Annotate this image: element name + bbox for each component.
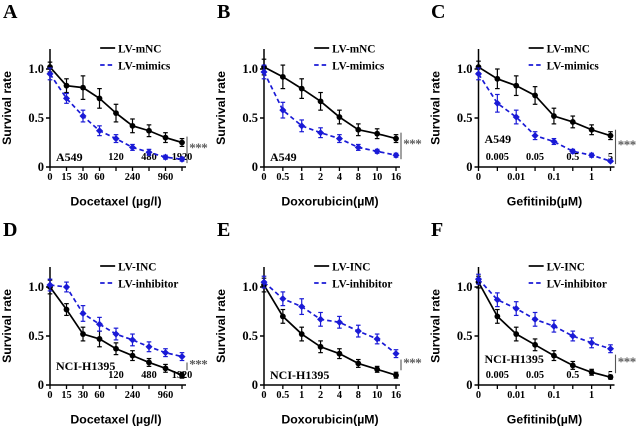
svg-text:Gefitinib(µM): Gefitinib(µM) (507, 413, 582, 427)
svg-text:480: 480 (141, 370, 156, 381)
svg-text:Survival rate: Survival rate (214, 289, 228, 363)
svg-text:0.005: 0.005 (486, 370, 509, 381)
svg-text:A549: A549 (270, 150, 297, 164)
svg-text:LV-INC: LV-INC (118, 262, 156, 274)
svg-text:Gefitinib(µM): Gefitinib(µM) (507, 195, 582, 209)
svg-text:0: 0 (261, 172, 266, 183)
svg-text:Survival rate: Survival rate (429, 71, 443, 145)
svg-text:16: 16 (391, 390, 401, 401)
svg-text:Doxorubicin(µM): Doxorubicin(µM) (281, 413, 378, 427)
svg-text:Docetaxel (µg/l): Docetaxel (µg/l) (70, 195, 161, 209)
svg-text:LV-inhibitor: LV-inhibitor (118, 279, 178, 291)
svg-text:2: 2 (318, 390, 323, 401)
svg-text:1.0: 1.0 (28, 280, 44, 294)
svg-text:0.05: 0.05 (526, 152, 544, 163)
svg-text:0.5: 0.5 (457, 329, 473, 343)
svg-text:0: 0 (261, 390, 266, 401)
svg-text:Docetaxel (µg/l): Docetaxel (µg/l) (70, 413, 161, 427)
svg-text:4: 4 (337, 172, 342, 183)
svg-text:120: 120 (108, 152, 123, 163)
svg-text:8: 8 (356, 390, 361, 401)
svg-text:0.5: 0.5 (242, 111, 258, 125)
svg-text:LV-mNC: LV-mNC (118, 44, 161, 56)
svg-text:0: 0 (466, 378, 472, 392)
svg-text:0: 0 (252, 160, 258, 174)
svg-text:0.5: 0.5 (28, 329, 44, 343)
svg-text:***: *** (403, 355, 421, 370)
svg-text:Survival rate: Survival rate (214, 71, 228, 145)
svg-text:0.5: 0.5 (566, 370, 579, 381)
svg-text:0.05: 0.05 (526, 370, 544, 381)
svg-text:1.0: 1.0 (242, 280, 258, 294)
svg-text:60: 60 (94, 390, 104, 401)
svg-text:1: 1 (589, 172, 594, 183)
svg-text:0: 0 (47, 390, 52, 401)
svg-text:15: 15 (61, 390, 71, 401)
svg-text:LV-inhibitor: LV-inhibitor (547, 279, 607, 291)
svg-text:A549: A549 (56, 150, 83, 164)
svg-text:2: 2 (318, 172, 323, 183)
svg-text:0.005: 0.005 (486, 152, 509, 163)
svg-text:NCI-H1395: NCI-H1395 (56, 359, 115, 373)
svg-text:1: 1 (589, 390, 594, 401)
svg-text:***: *** (403, 136, 421, 151)
svg-text:0.01: 0.01 (507, 390, 525, 401)
svg-text:***: *** (618, 354, 636, 369)
svg-text:LV-mNC: LV-mNC (332, 44, 375, 56)
svg-text:1: 1 (299, 172, 304, 183)
svg-text:0.1: 0.1 (547, 172, 560, 183)
svg-text:0.5: 0.5 (242, 329, 258, 343)
svg-text:240: 240 (125, 390, 140, 401)
svg-text:240: 240 (125, 172, 140, 183)
svg-text:Survival rate: Survival rate (0, 71, 14, 145)
svg-text:LV-mimics: LV-mimics (332, 61, 385, 73)
svg-text:30: 30 (78, 390, 88, 401)
svg-text:10: 10 (372, 390, 382, 401)
svg-text:60: 60 (94, 172, 104, 183)
svg-text:8: 8 (356, 172, 361, 183)
svg-text:15: 15 (61, 172, 71, 183)
svg-text:LV-mNC: LV-mNC (547, 44, 590, 56)
svg-text:NCI-H1395: NCI-H1395 (485, 352, 544, 366)
svg-text:0.1: 0.1 (547, 390, 560, 401)
svg-text:LV-INC: LV-INC (332, 262, 370, 274)
svg-text:1: 1 (299, 390, 304, 401)
svg-text:LV-mimics: LV-mimics (547, 61, 600, 73)
svg-text:4: 4 (337, 390, 342, 401)
svg-text:0: 0 (476, 390, 481, 401)
svg-text:Doxorubicin(µM): Doxorubicin(µM) (281, 195, 378, 209)
svg-text:0.5: 0.5 (28, 111, 44, 125)
svg-text:0: 0 (252, 378, 258, 392)
svg-text:30: 30 (78, 172, 88, 183)
svg-text:16: 16 (391, 172, 401, 183)
svg-text:0.5: 0.5 (276, 172, 289, 183)
svg-text:***: *** (189, 140, 207, 155)
svg-text:Survival rate: Survival rate (429, 289, 443, 363)
svg-text:0: 0 (38, 160, 44, 174)
svg-text:LV-INC: LV-INC (547, 262, 585, 274)
svg-text:10: 10 (372, 172, 382, 183)
svg-text:LV-mimics: LV-mimics (118, 61, 171, 73)
svg-text:0: 0 (466, 160, 472, 174)
svg-text:0.5: 0.5 (457, 111, 473, 125)
svg-text:0.01: 0.01 (507, 172, 525, 183)
svg-text:960: 960 (158, 172, 173, 183)
svg-text:960: 960 (158, 390, 173, 401)
svg-text:0.5: 0.5 (276, 390, 289, 401)
svg-text:0: 0 (47, 172, 52, 183)
svg-text:NCI-H1395: NCI-H1395 (270, 368, 329, 382)
svg-text:***: *** (618, 137, 636, 152)
svg-text:0: 0 (476, 172, 481, 183)
svg-text:A549: A549 (485, 132, 512, 146)
svg-text:1.0: 1.0 (457, 62, 473, 76)
svg-text:LV-inhibitor: LV-inhibitor (332, 279, 392, 291)
svg-text:1.0: 1.0 (28, 62, 44, 76)
svg-text:1.0: 1.0 (457, 280, 473, 294)
svg-text:***: *** (189, 357, 207, 372)
svg-text:0: 0 (38, 378, 44, 392)
svg-text:1.0: 1.0 (242, 62, 258, 76)
svg-text:Survival rate: Survival rate (0, 289, 14, 363)
